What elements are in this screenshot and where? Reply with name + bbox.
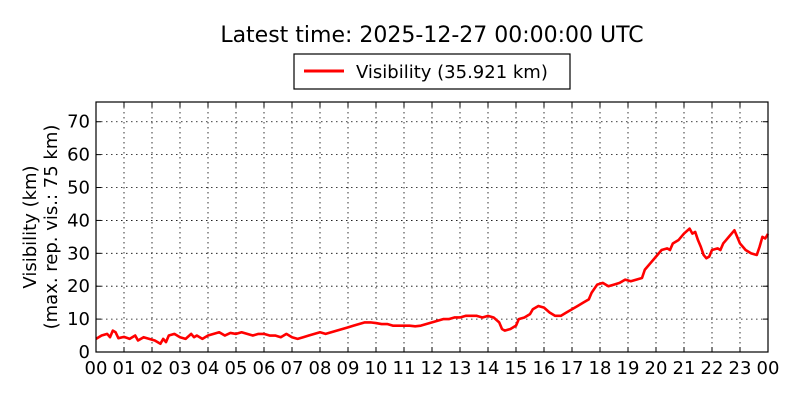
x-tick-label: 17 [561, 358, 584, 379]
y-axis-label-secondary: (max. rep. vis.: 75 km) [41, 125, 62, 330]
y-tick-labels: 0 10 20 30 40 50 60 70 [67, 112, 90, 363]
x-tick-label: 18 [589, 358, 612, 379]
x-tick-label: 09 [337, 358, 360, 379]
x-tick-label: 07 [281, 358, 304, 379]
x-tick-labels: 00 01 02 03 04 05 06 07 08 09 10 11 12 13 14 15 16 17 18 19… [85, 358, 780, 379]
x-tick-label: 00 [757, 358, 780, 379]
plot-frame [95, 101, 769, 353]
y-tick-label: 40 [67, 210, 90, 231]
y-axis-label: Visibility (km) [20, 165, 41, 288]
x-tick-label: 01 [113, 358, 136, 379]
legend: Visibility (35.921 km) [293, 53, 571, 90]
x-tick-label: 05 [225, 358, 248, 379]
x-tick-label: 22 [701, 358, 724, 379]
axis-ticks [95, 102, 769, 353]
x-tick-label: 10 [365, 358, 388, 379]
x-tick-label: 15 [505, 358, 528, 379]
series-layer [95, 227, 770, 346]
x-tick-label: 13 [449, 358, 472, 379]
x-tick-label: 06 [253, 358, 276, 379]
x-tick-label: 16 [533, 358, 556, 379]
y-tick-label: 10 [67, 309, 90, 330]
grid-lines [96, 102, 768, 352]
y-tick-label: 20 [67, 276, 90, 297]
x-tick-label: 21 [673, 358, 696, 379]
x-tick-label: 02 [141, 358, 164, 379]
x-tick-label: 14 [477, 358, 500, 379]
y-tick-label: 70 [67, 112, 90, 133]
legend-label: Visibility (35.921 km) [356, 62, 548, 83]
x-tick-label: 11 [393, 358, 416, 379]
x-tick-label: 03 [169, 358, 192, 379]
y-tick-label: 30 [67, 243, 90, 264]
y-tick-label: 60 [67, 145, 90, 166]
y-tick-label: 0 [79, 342, 90, 363]
x-tick-label: 19 [617, 358, 640, 379]
x-tick-label: 12 [421, 358, 444, 379]
x-tick-label: 00 [85, 358, 108, 379]
y-tick-label: 50 [67, 178, 90, 199]
visibility-series-line [95, 227, 770, 346]
chart-title: Latest time: 2025-12-27 00:00:00 UTC [220, 23, 643, 48]
x-tick-label: 23 [729, 358, 752, 379]
x-tick-label: 20 [645, 358, 668, 379]
x-tick-label: 04 [197, 358, 220, 379]
x-tick-label: 08 [309, 358, 332, 379]
